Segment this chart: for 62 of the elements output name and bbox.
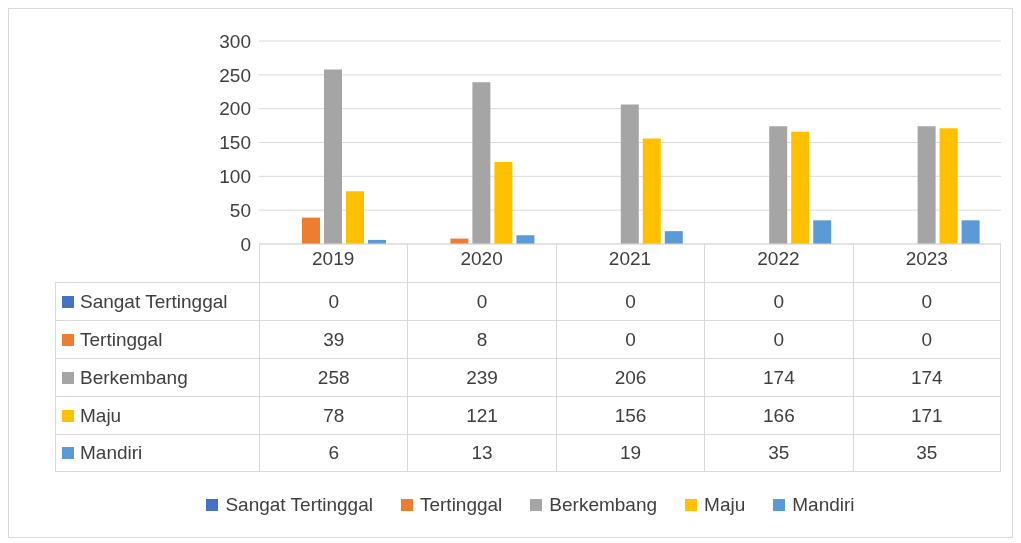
data-label: 0 [704, 321, 853, 358]
bar [939, 128, 958, 244]
x-tick-label: 2022 [757, 248, 800, 270]
data-label: 39 [259, 321, 408, 358]
data-label: 258 [259, 359, 408, 396]
data-label: 35 [852, 435, 1001, 471]
bar [494, 162, 513, 244]
bar [516, 235, 535, 244]
data-label: 6 [259, 435, 408, 471]
bar [813, 220, 832, 244]
data-label: 121 [407, 397, 556, 434]
y-tick-label: 250 [219, 64, 251, 86]
data-label: 0 [555, 283, 705, 320]
text: Tertinggal [419, 494, 503, 515]
data-label: 78 [259, 397, 408, 434]
data-label: 0 [852, 321, 1001, 358]
bar [472, 82, 491, 244]
data-label: 19 [555, 435, 705, 471]
legend-label: Berkembang [80, 366, 188, 389]
bar [769, 126, 788, 244]
data-label: 174 [852, 359, 1001, 396]
data-label: 0 [407, 283, 556, 320]
y-tick-label: 200 [219, 98, 251, 120]
legend-label: Sangat Tertinggal [80, 290, 228, 313]
data-label: 166 [704, 397, 853, 434]
bar [324, 69, 342, 244]
y-tick-label: 100 [219, 166, 251, 188]
y-tick-label: 150 [219, 132, 251, 154]
x-tick-label: 2020 [460, 248, 503, 270]
x-tick-label: 2021 [608, 248, 652, 270]
data-label: 13 [407, 435, 556, 471]
data-label: 35 [704, 435, 853, 471]
data-label: 0 [555, 321, 705, 358]
legend-label: Maju [703, 494, 746, 516]
bar [664, 231, 683, 244]
bar [791, 131, 810, 244]
x-tick-label: 2023 [905, 248, 948, 270]
text: Mandiri [80, 442, 143, 463]
x-tick-label: 2019 [312, 248, 355, 270]
y-tick-label: 0 [240, 233, 251, 255]
data-label: 206 [555, 359, 705, 396]
text: Berkembang [549, 494, 658, 515]
data-label: 0 [704, 283, 853, 320]
text: Maju [80, 404, 122, 426]
data-label: 171 [852, 397, 1001, 434]
y-tick-label: 300 [219, 30, 251, 52]
data-label: 8 [407, 321, 556, 358]
bar [642, 138, 661, 244]
data-label: 156 [555, 397, 705, 434]
data-label: 0 [852, 283, 1001, 320]
bar [302, 217, 320, 244]
legend-label: Mandiri [791, 494, 855, 516]
legend-label: Tertinggal [80, 328, 163, 351]
bar [961, 220, 980, 244]
bar [346, 191, 364, 244]
text: Sangat Tertinggal [225, 494, 373, 515]
bar [917, 126, 936, 244]
y-tick-label: 50 [229, 199, 251, 221]
data-label: 174 [704, 359, 853, 396]
data-label: 239 [407, 359, 556, 396]
data-label: 0 [259, 283, 408, 320]
bar [620, 104, 639, 244]
